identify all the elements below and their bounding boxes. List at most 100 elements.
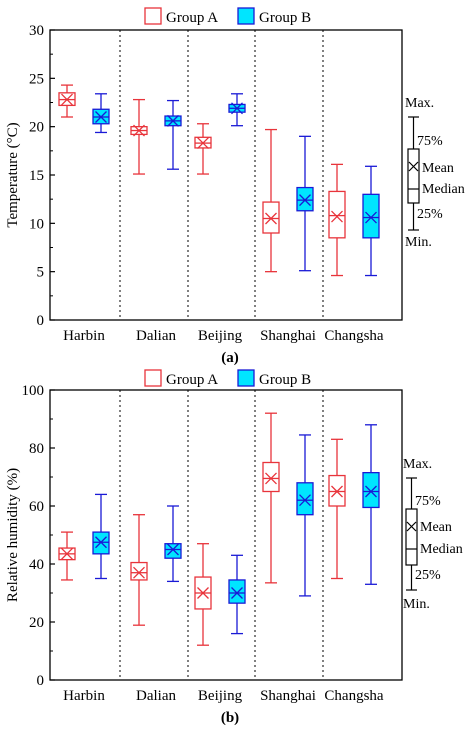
plot-frame [49,29,403,321]
key-q3-a: 75% [417,134,443,149]
category-label: Changsha [324,328,384,344]
box-group-b-changsha [362,424,380,585]
box-group-a-beijing [194,543,212,646]
mean-marker [365,211,377,224]
legend-label-group-a-b: Group A [166,372,218,388]
key-min-a: Min. [405,235,432,250]
box-group-b-shanghai [296,434,314,597]
y-tick-label: 25 [29,71,44,87]
category-label: Shanghai [260,328,316,344]
y-tick-label: 40 [29,557,44,573]
mean-marker [331,485,343,498]
mean-marker [61,93,73,106]
key-q3-b: 75% [415,494,441,509]
category-label: Harbin [63,328,105,344]
key-median-a: Median [422,182,465,197]
category-label: Dalian [136,688,176,704]
box-group-b-harbin [92,493,110,580]
panel-a: Group A Group B Temperature (°C) (a) Max… [5,7,465,366]
mean-marker [299,194,311,207]
category-label: Shanghai [260,688,316,704]
mean-marker [61,547,73,560]
mean-marker [231,587,243,599]
box-group-a-beijing [194,123,212,175]
key-q1-a: 25% [417,207,443,222]
y-tick-label: 20 [29,615,44,631]
box-group-a-dalian [130,514,148,626]
category-label: Changsha [324,688,384,704]
panel-label-a: (a) [221,350,239,366]
box-group-b-shanghai [296,135,314,272]
y-axis-label-a: Temperature (°C) [5,122,21,227]
panel-label-b: (b) [221,710,239,726]
legend-swatch-group-a-a [144,7,162,25]
y-tick-label: 0 [37,673,45,689]
box-iqr [296,482,314,516]
y-axis-label-b: Relative humidity (%) [5,468,21,602]
y-tick-label: 60 [29,499,44,515]
box-group-b-dalian [164,99,182,170]
y-tick-label: 0 [37,313,45,329]
mean-marker [299,494,311,507]
box-iqr [262,201,280,234]
mean-marker [265,472,277,485]
box-group-a-shanghai [262,412,280,584]
y-tick-label: 15 [29,168,44,184]
box-group-b-beijing [228,554,246,635]
mean-marker [95,111,107,123]
key-q1-b: 25% [415,568,441,583]
key-median-b: Median [420,542,463,557]
box-group-b-dalian [164,505,182,583]
box-iqr [130,561,148,581]
legend-swatch-group-a-b [144,369,162,387]
key-max-b: Max. [403,457,432,472]
box-group-a-shanghai [262,128,280,273]
mean-marker [133,566,145,579]
box-iqr [228,579,246,604]
legend-label-group-b-b: Group B [259,372,311,388]
key-mean-a: Mean [422,161,454,176]
category-label: Beijing [198,688,243,704]
y-tick-label: 100 [22,383,45,399]
y-tick-label: 5 [37,265,45,281]
box-iqr [328,190,346,239]
y-tick-label: 30 [29,23,44,39]
mean-marker [133,124,145,137]
mean-marker [231,102,243,115]
box-group-a-harbin [58,531,76,581]
box-group-b-harbin [92,93,110,134]
plot-frame [49,389,403,681]
y-tick-label: 10 [29,216,44,232]
mean-marker [167,114,179,127]
box-iqr [362,471,380,509]
legend-swatch-group-b-a [237,7,255,25]
key-min-b: Min. [403,597,430,612]
category-label: Harbin [63,688,105,704]
box-iqr [296,186,314,212]
category-label: Beijing [198,328,243,344]
mean-marker [167,543,179,556]
box-group-a-dalian [130,98,148,175]
box-group-a-harbin [58,84,76,118]
mean-marker [197,587,209,599]
legend-label-group-a-a: Group A [166,10,218,26]
category-label: Dalian [136,328,176,344]
legend-swatch-group-b-b [237,369,255,387]
box-group-b-changsha [362,165,380,277]
mean-marker [265,212,277,225]
mean-marker [331,210,343,223]
box-iqr [262,461,280,493]
box-group-a-changsha [328,163,346,277]
box-key-b: Max. 75% Mean Median 25% Min. [403,457,463,612]
box-iqr [164,543,182,559]
box-iqr [362,193,380,239]
box-group-a-changsha [328,438,346,580]
mean-marker [197,137,209,150]
mean-marker [95,536,107,549]
panel-b: Group A Group B Relative humidity (%) (b… [5,369,463,726]
box-group-b-beijing [228,93,246,127]
legend-label-group-b-a: Group B [259,10,311,26]
box-key-a: Max. 75% Mean Median 25% Min. [405,96,465,250]
key-mean-b: Mean [420,520,452,535]
